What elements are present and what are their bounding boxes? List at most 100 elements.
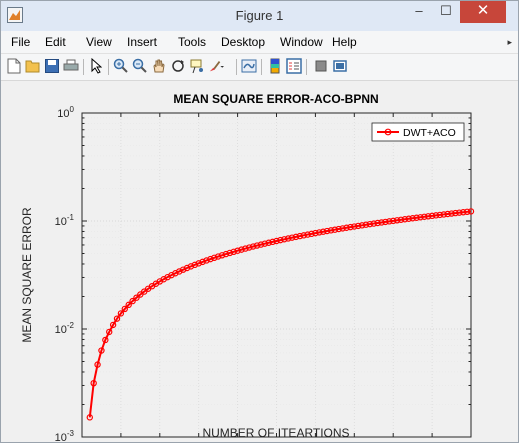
toolbar-separator [108,59,109,75]
data-point [246,244,253,251]
data-point [113,315,121,322]
data-point [339,225,346,232]
pan-hand-icon[interactable] [151,58,167,74]
data-point [296,232,304,240]
data-point [323,227,331,235]
chart-title: MEAN SQUARE ERROR-ACO-BPNN [173,92,378,106]
minimize-button[interactable]: – [415,3,423,18]
y-tick-label: 100 [57,105,74,120]
rotate-3d-icon[interactable] [170,58,186,74]
menu-view[interactable]: View [86,35,112,49]
matlab-figure-icon [7,7,23,23]
data-point [304,231,311,238]
data-point [125,301,132,309]
data-point [284,235,292,242]
data-point [308,230,315,238]
data-point [401,216,409,223]
data-point [191,261,199,269]
data-point [351,223,358,230]
data-point [421,213,428,220]
print-icon[interactable] [63,58,79,74]
data-point [214,253,222,260]
data-point [226,249,234,257]
data-point [133,294,140,301]
legend-box [371,122,465,142]
menu-tools[interactable]: Tools [178,35,207,49]
y-tick-label: 10-2 [55,321,75,336]
maximize-button[interactable]: ☐ [440,3,452,18]
data-point [211,254,218,262]
zoom-in-icon[interactable] [113,58,129,74]
data-point [312,229,319,237]
hide-plot-tools-icon[interactable] [313,58,329,74]
data-point [409,215,416,222]
mse-chart[interactable]: 010203040506070809010010010-110-210-3 ME… [1,81,518,447]
data-point [456,209,463,216]
title-bar[interactable]: Figure 1 – ☐ ✕ [1,1,518,31]
data-point [292,233,300,241]
data-cursor-icon[interactable] [189,58,205,74]
new-figure-icon[interactable] [6,58,22,74]
brush-icon[interactable] [208,58,224,74]
data-point [432,212,440,219]
data-point [218,252,226,259]
data-point [319,228,327,235]
data-point [386,218,393,225]
window-title: Figure 1 [235,8,284,23]
data-point [187,263,195,270]
data-point [242,245,249,252]
data-point [230,248,237,255]
data-point [94,361,101,368]
data-point [249,243,257,250]
data-point [417,214,424,221]
close-button[interactable]: ✕ [460,1,506,23]
toolbar-separator [83,59,84,75]
data-point [362,221,370,228]
edit-plot-arrow-icon[interactable] [88,58,104,74]
data-point [390,217,397,225]
open-file-icon[interactable] [25,58,41,74]
menu-edit[interactable]: Edit [45,35,66,49]
data-point [335,225,342,233]
menu-window[interactable]: Window [280,35,323,49]
save-icon[interactable] [44,58,60,74]
grid-lines [81,113,472,438]
menu-help[interactable]: Help [332,35,357,49]
menu-overflow-arrow[interactable]: ▸ [507,37,512,47]
data-point [106,328,113,336]
data-point [397,216,405,223]
axis-ticks: 010203040506070809010010010-110-210-3 [55,105,481,447]
data-point [253,242,261,249]
y-axis-label: MEAN SQUARE ERROR [20,207,34,343]
data-point [109,321,117,329]
menu-desktop[interactable]: Desktop [221,35,266,49]
data-point [444,210,451,218]
data-point [343,224,350,231]
data-point [183,264,191,272]
data-point [393,217,401,224]
menu-file[interactable]: File [11,35,31,49]
zoom-out-icon[interactable] [132,58,148,74]
data-point [370,220,377,227]
show-plot-tools-icon[interactable] [332,58,348,74]
insert-colorbar-icon[interactable] [267,58,283,74]
data-point [452,209,459,217]
data-point [436,211,444,219]
data-point [265,239,272,246]
data-point [238,246,245,253]
data-point [90,379,97,387]
y-tick-label: 10-1 [55,213,75,228]
data-point [86,414,93,421]
data-point [288,234,296,241]
legend[interactable]: DWT+ACO [371,122,465,142]
insert-legend-icon[interactable] [286,58,302,74]
data-point [129,297,136,305]
menu-insert[interactable]: Insert [127,35,158,49]
data-point [463,208,471,216]
link-plot-icon[interactable] [241,58,257,74]
menu-bar: File Edit View Insert Tools Desktop Wind… [1,31,518,54]
data-point [300,232,307,239]
figure-toolbar [1,54,518,81]
data-point [281,236,288,243]
